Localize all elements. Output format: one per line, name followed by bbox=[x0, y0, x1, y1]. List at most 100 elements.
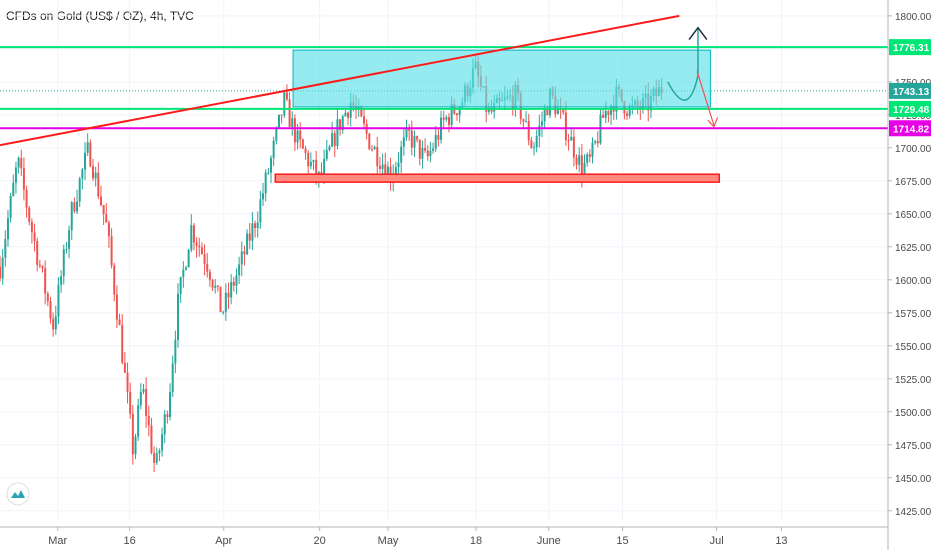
y-tick-label: 1550.00 bbox=[895, 342, 932, 353]
candle-body bbox=[572, 136, 575, 158]
candle-body bbox=[432, 148, 435, 151]
candle-body bbox=[182, 269, 185, 278]
tradingview-logo-icon bbox=[6, 482, 30, 506]
candle-body bbox=[155, 453, 158, 463]
candle-body bbox=[267, 172, 270, 174]
candle-body bbox=[288, 99, 291, 127]
candle-body bbox=[248, 233, 251, 241]
candle-body bbox=[628, 106, 631, 116]
arrow-down-icon bbox=[707, 117, 719, 128]
candle-body bbox=[490, 109, 493, 112]
candle-body bbox=[110, 236, 113, 266]
candle-body bbox=[17, 157, 20, 168]
candle-body bbox=[339, 119, 342, 130]
x-tick-label: 20 bbox=[314, 535, 326, 547]
candle-body bbox=[232, 281, 235, 286]
candle-body bbox=[20, 157, 23, 169]
candle-body bbox=[22, 168, 25, 190]
candle-body bbox=[227, 292, 230, 298]
candle-body bbox=[113, 265, 116, 295]
candle-body bbox=[386, 166, 389, 178]
candle-body bbox=[285, 92, 288, 100]
candle-body bbox=[169, 391, 172, 418]
candle-body bbox=[91, 166, 94, 179]
candle-body bbox=[254, 223, 257, 229]
candle-body bbox=[246, 233, 249, 255]
candle-body bbox=[546, 109, 549, 116]
candle-body bbox=[65, 248, 68, 250]
candle-body bbox=[192, 225, 195, 243]
candle-body bbox=[158, 450, 161, 454]
candle-body bbox=[52, 318, 55, 330]
candle-body bbox=[256, 222, 259, 229]
candle-body bbox=[33, 232, 36, 242]
candle-body bbox=[336, 119, 339, 147]
candle-body bbox=[378, 166, 381, 170]
candle-body bbox=[187, 249, 190, 268]
candle-body bbox=[46, 293, 49, 302]
candle-body bbox=[304, 148, 307, 153]
price-label-text: 1776.31 bbox=[893, 43, 930, 54]
price-label-tag bbox=[889, 39, 931, 56]
candle-body bbox=[607, 110, 610, 115]
candle-body bbox=[94, 172, 97, 179]
candle-body bbox=[323, 158, 326, 176]
candle-body bbox=[397, 162, 400, 168]
candle-body bbox=[280, 114, 283, 116]
candle-body bbox=[301, 139, 304, 149]
candle-body bbox=[360, 107, 363, 117]
candle-body bbox=[147, 415, 150, 426]
candle-body bbox=[328, 146, 331, 150]
candle-body bbox=[134, 436, 137, 455]
candle-body bbox=[376, 146, 379, 167]
candle-body bbox=[145, 388, 148, 416]
price-label-tag bbox=[889, 120, 931, 137]
candle-body bbox=[97, 172, 100, 197]
candle-body bbox=[68, 230, 71, 249]
candle-body bbox=[341, 116, 344, 130]
candle-body bbox=[331, 133, 334, 147]
y-tick-label: 1525.00 bbox=[895, 375, 932, 386]
candle-body bbox=[458, 106, 461, 116]
candle-body bbox=[381, 164, 384, 170]
candle-body bbox=[200, 247, 203, 254]
candle-body bbox=[416, 136, 419, 140]
candle-body bbox=[30, 221, 33, 233]
candle-body bbox=[413, 136, 416, 148]
candle-body bbox=[150, 425, 153, 453]
arrow-up-icon bbox=[688, 26, 708, 41]
candle-body bbox=[219, 286, 222, 313]
candle-body bbox=[121, 324, 124, 363]
projection-down-line bbox=[696, 71, 715, 126]
candle-body bbox=[208, 271, 211, 280]
candle-body bbox=[84, 152, 87, 170]
candle-body bbox=[538, 125, 541, 137]
x-tick-label: May bbox=[378, 535, 399, 547]
candle-body bbox=[445, 117, 448, 120]
candle-body bbox=[347, 112, 350, 118]
candle-body bbox=[224, 292, 227, 312]
candle-body bbox=[222, 311, 225, 313]
candle-body bbox=[28, 207, 31, 222]
y-tick-label: 1500.00 bbox=[895, 408, 932, 419]
candle-body bbox=[421, 147, 424, 159]
candle-body bbox=[235, 275, 238, 286]
candle-body bbox=[177, 293, 180, 340]
candle-body bbox=[596, 141, 599, 144]
candle-body bbox=[575, 157, 578, 165]
x-tick-label: 13 bbox=[775, 535, 787, 547]
y-tick-label: 1425.00 bbox=[895, 507, 932, 518]
candle-body bbox=[564, 112, 567, 141]
candle-body bbox=[131, 413, 134, 455]
candle-body bbox=[580, 155, 583, 176]
candle-body bbox=[368, 133, 371, 150]
candle-body bbox=[312, 160, 315, 162]
candle-body bbox=[530, 140, 533, 148]
candle-body bbox=[214, 285, 217, 288]
y-tick-label: 1450.00 bbox=[895, 474, 932, 485]
candle-body bbox=[442, 117, 445, 120]
candle-body bbox=[142, 388, 145, 392]
candle-body bbox=[264, 172, 267, 194]
